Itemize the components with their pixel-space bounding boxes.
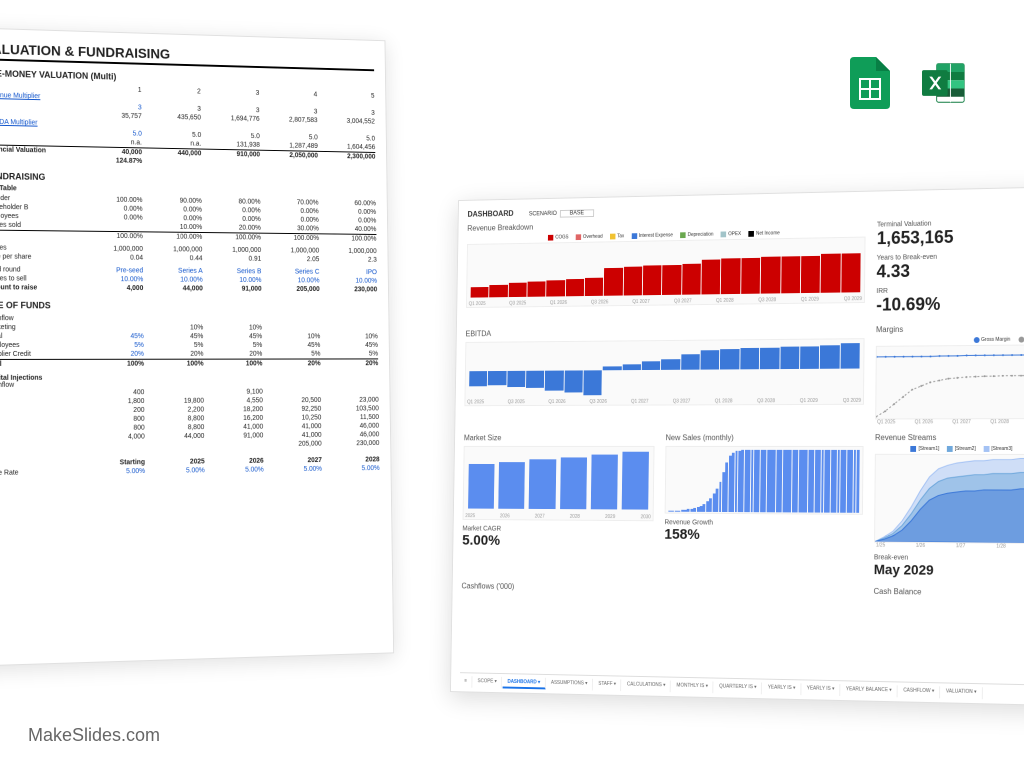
sheet-tab[interactable]: CALCULATIONS ▾ <box>622 679 671 692</box>
sheet-tab[interactable]: SCOPE ▾ <box>473 676 502 688</box>
sheet-tabs[interactable]: ≡SCOPE ▾DASHBOARD ▾ASSUMPTIONS ▾STAFF ▾C… <box>460 672 1024 701</box>
margins-line-chart <box>876 345 1024 418</box>
wacc-table: CStarting2025202620272028 Base Rate5.00%… <box>0 456 380 478</box>
cashflows-label: Cashflows ('000) <box>461 582 652 597</box>
sheet-tab[interactable]: CASHFLOW ▾ <box>898 685 940 698</box>
cap-table: Founder100.00%90.00%80.00%70.00%60.00% S… <box>0 194 377 294</box>
revenue-breakdown-panel: Revenue Breakdown COGSOverheadTaxInteres… <box>466 216 866 322</box>
sheet-tab[interactable]: YEARLY IS ▾ <box>763 683 801 696</box>
market-bar-chart <box>464 447 654 515</box>
use-of-funds-header: USE OF FUNDS <box>0 300 377 311</box>
excel-icon <box>922 58 966 108</box>
new-sales-panel: New Sales (monthly) Revenue Growth 158% <box>664 433 864 579</box>
sheet-tab[interactable]: VALUATION ▾ <box>941 686 982 699</box>
ebitda-panel: EBITDA Q1 2025Q3 2025Q1 2026Q3 2026Q1 20… <box>464 325 865 426</box>
sheet-tab[interactable]: QUARTERLY IS ▾ <box>714 681 762 694</box>
sales-bar-chart <box>666 447 863 516</box>
revenue-bar-chart <box>467 238 865 302</box>
dashboard-spreadsheet: DASHBOARD SCENARIO BASE Revenue Breakdow… <box>450 186 1024 706</box>
revenue-streams-panel: Revenue Streams [Stream1][Stream2][Strea… <box>874 433 1024 581</box>
sheet-tab[interactable]: DASHBOARD ▾ <box>503 677 546 689</box>
spreadsheet-title: VALUATION & FUNDRAISING <box>0 41 374 72</box>
sheet-tab[interactable]: YEARLY IS ▾ <box>802 683 840 696</box>
premoney-table: 12345 Revenue Multiplier 33333 35,757435… <box>0 82 376 170</box>
sheet-tab[interactable]: YEARLY BALANCE ▾ <box>841 684 897 697</box>
cashbalance-label: Cash Balance <box>874 587 1024 602</box>
sheet-tab[interactable]: ASSUMPTIONS ▾ <box>546 678 593 691</box>
sheet-tab[interactable]: STAFF ▾ <box>594 679 622 691</box>
margins-panel: Margins Gross Margin Net Margin Q1 2025Q… <box>875 323 1024 425</box>
revenue-streams-chart <box>875 455 1024 543</box>
use-of-funds-table: Cashflow Marketing10%10% Legal45%45%45%1… <box>0 314 378 369</box>
fundraising-header: FUNDRAISING <box>0 171 376 187</box>
key-metrics-panel: Terminal Valuation 1,653,165 Years to Br… <box>876 212 1024 317</box>
ebitda-bar-chart <box>465 339 863 399</box>
app-icons-row <box>848 58 966 108</box>
sheet-tab[interactable]: MONTHLY IS ▾ <box>672 681 714 694</box>
flows-table: 4009,1001,80019,8004,55020,50023,0002002… <box>0 387 379 452</box>
google-sheets-icon <box>848 58 892 108</box>
valuation-spreadsheet: VALUATION & FUNDRAISING PRE-MONEY VALUAT… <box>0 27 394 667</box>
brand-watermark: MakeSlides.com <box>28 725 160 746</box>
market-size-panel: Market Size 202520262027202820292030 Mar… <box>462 433 655 576</box>
